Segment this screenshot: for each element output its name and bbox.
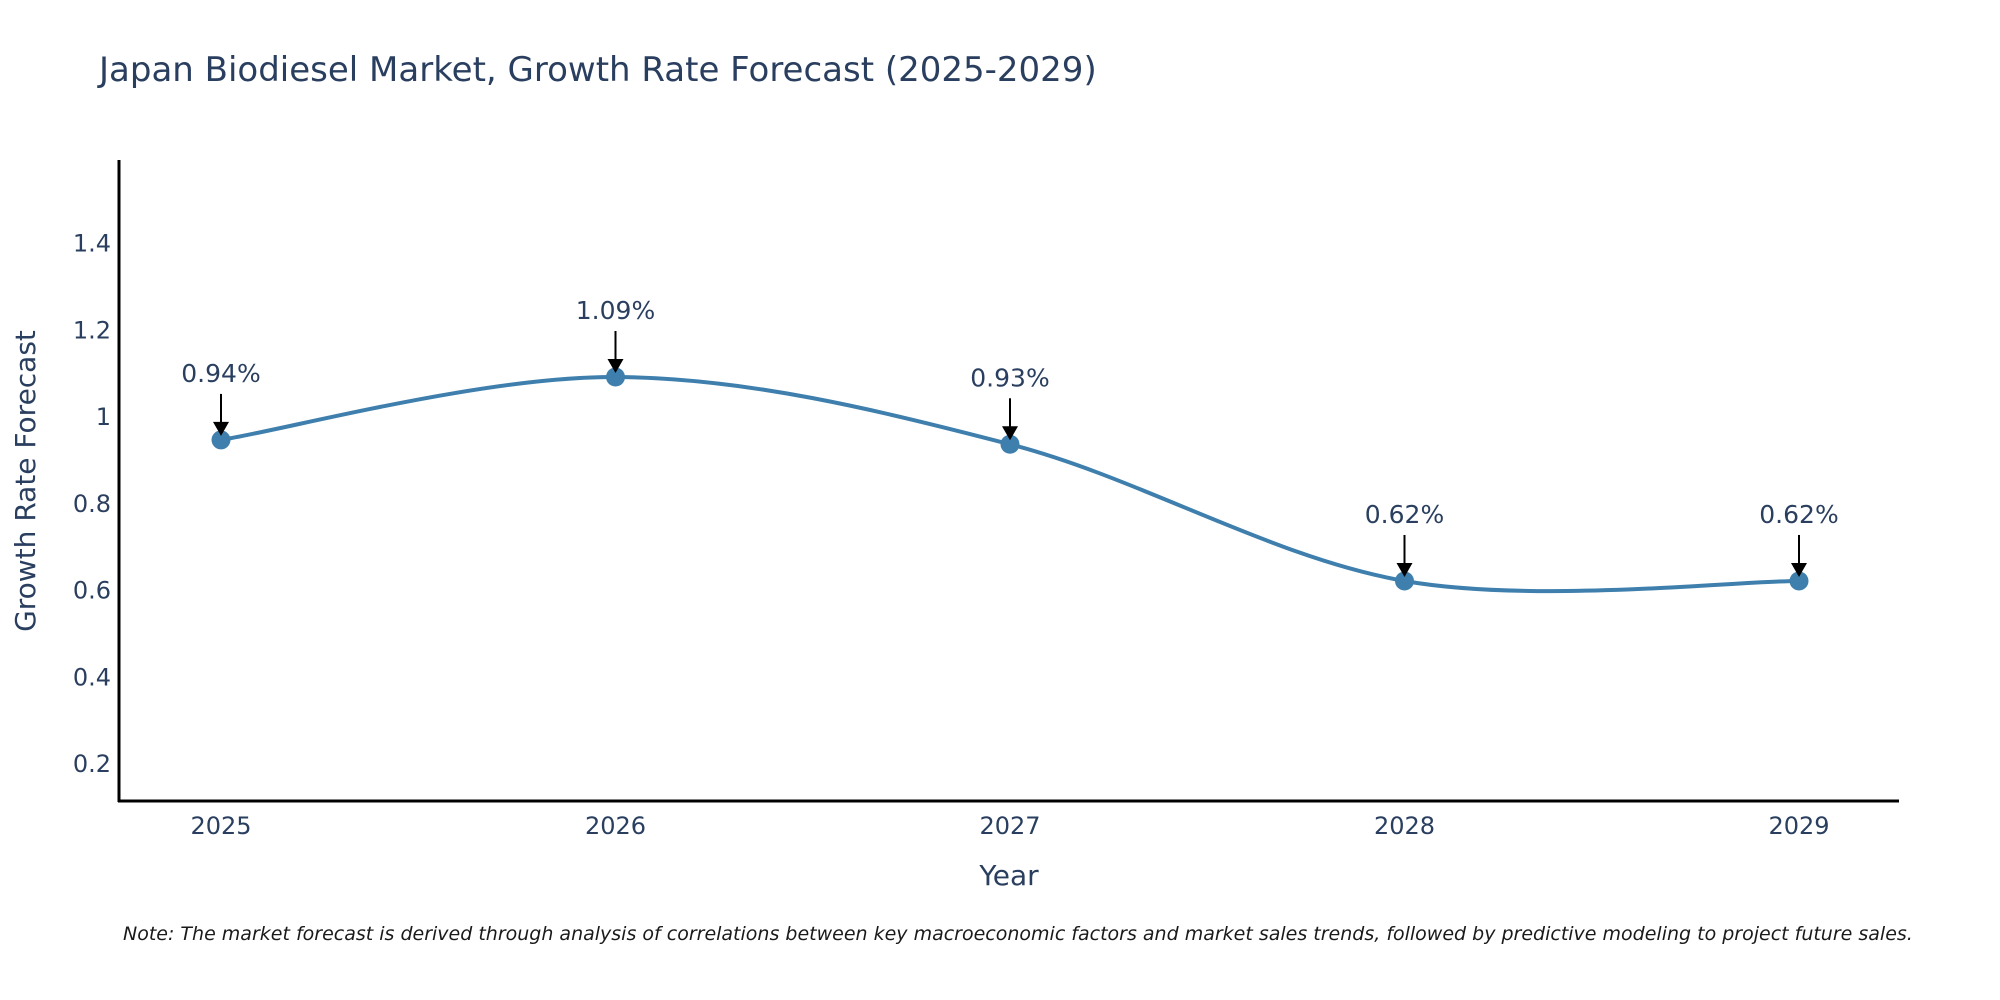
x-tick-label: 2025: [190, 812, 251, 840]
y-tick-label: 1.4: [73, 229, 111, 257]
annotation-arrow-head: [1002, 426, 1018, 441]
y-tick-label: 0.4: [73, 663, 111, 691]
annotation-arrow-head: [1791, 562, 1807, 577]
annotation-arrow-head: [607, 358, 624, 373]
x-tick-label: 2027: [979, 812, 1040, 840]
y-tick-label: 0.2: [73, 750, 111, 778]
data-point: [1395, 571, 1414, 591]
data-label: 0.94%: [181, 359, 260, 388]
data-point: [1000, 434, 1020, 454]
chart-title: Japan Biodiesel Market, Growth Rate Fore…: [97, 50, 1097, 90]
x-tick-label: 2029: [1768, 812, 1829, 840]
y-tick-label: 1: [96, 403, 111, 431]
x-tick-label: 2028: [1374, 812, 1435, 840]
x-axis-title: Year: [978, 859, 1039, 892]
x-tick-label: 2026: [585, 812, 646, 840]
y-tick-label: 0.6: [73, 577, 111, 605]
data-point: [1789, 571, 1809, 591]
chart-note: Note: The market forecast is derived thr…: [123, 923, 1913, 945]
y-tick-label: 0.8: [73, 490, 111, 518]
data-point: [211, 430, 231, 450]
y-tick-label: 1.2: [73, 316, 111, 344]
data-label: 0.62%: [1365, 500, 1444, 529]
plot-area: 0.2 0.4 0.6 0.8 1 1.2 1.4 2025 2026 2027 2028 2029 0…: [73, 160, 1899, 840]
annotation-arrow-head: [213, 421, 229, 436]
data-label: 0.62%: [1759, 500, 1838, 529]
data-point: [606, 367, 625, 387]
data-label: 0.93%: [970, 363, 1049, 392]
y-axis-title: Growth Rate Forecast: [9, 330, 42, 632]
data-label: 1.09%: [576, 296, 655, 325]
annotation-arrow-head: [1396, 562, 1413, 577]
